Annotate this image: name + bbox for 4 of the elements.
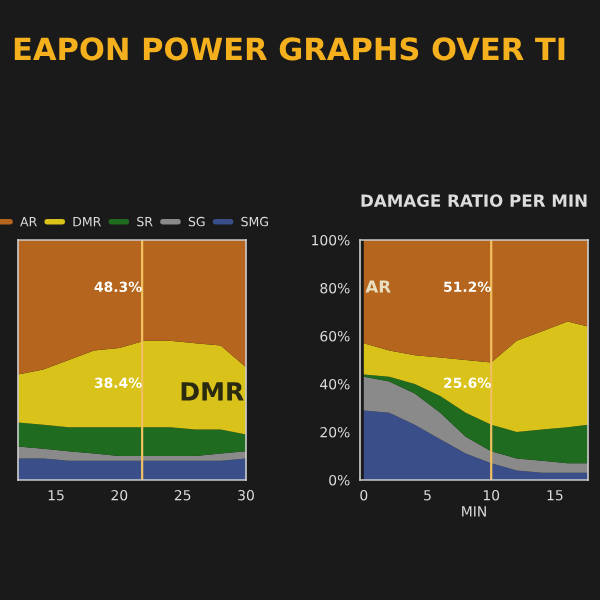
chart-title: DAMAGE RATIO PER MIN: [361, 194, 587, 207]
annotation: DMR: [181, 382, 244, 401]
annotation: AR: [365, 280, 391, 293]
chart-title: EAPON POWER GRAPHS OVER TI: [14, 37, 565, 61]
